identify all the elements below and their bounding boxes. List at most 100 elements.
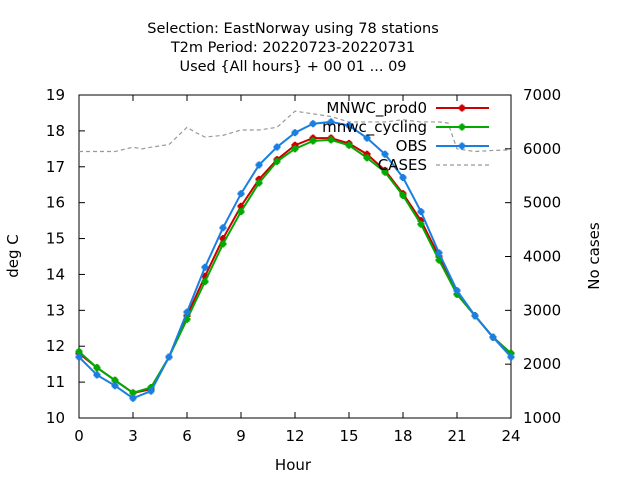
y-tick-label: 15 <box>46 230 65 248</box>
data-point <box>202 279 208 285</box>
y2-tick-label: 7000 <box>523 86 561 104</box>
data-point <box>418 221 424 227</box>
data-point <box>238 209 244 215</box>
data-point <box>202 264 208 270</box>
data-point <box>130 390 136 396</box>
data-point <box>148 384 154 390</box>
y-tick-label: 12 <box>46 337 65 355</box>
legend-marker <box>459 143 465 149</box>
data-point <box>130 395 136 401</box>
y-axis-label: deg C <box>4 234 22 278</box>
y2-tick-label: 4000 <box>523 248 561 266</box>
y-tick-label: 17 <box>46 158 65 176</box>
data-point <box>148 388 154 394</box>
x-tick-label: 3 <box>128 427 138 445</box>
data-point <box>274 144 280 150</box>
y2-tick-label: 6000 <box>523 140 561 158</box>
data-point <box>436 250 442 256</box>
y2-axis-label: No cases <box>585 222 603 290</box>
data-point <box>184 316 190 322</box>
data-point <box>76 354 82 360</box>
series-mnwc-cycling <box>75 136 515 397</box>
x-tick-label: 6 <box>182 427 192 445</box>
title-line: Selection: EastNorway using 78 stations <box>147 21 439 37</box>
data-point <box>346 142 352 148</box>
legend-label: MNWC_prod0 <box>326 99 427 118</box>
data-point <box>166 354 172 360</box>
data-point <box>202 273 208 279</box>
data-point <box>238 203 244 209</box>
y-tick-label: 11 <box>46 373 65 391</box>
y-tick-label: 18 <box>46 122 65 140</box>
series-mnwc-prod0 <box>75 134 515 397</box>
legend-marker <box>459 124 465 130</box>
x-tick-label: 24 <box>501 427 520 445</box>
data-point <box>400 192 406 198</box>
data-point <box>184 313 190 319</box>
data-point <box>220 241 226 247</box>
data-point <box>310 121 316 127</box>
y2-tick-label: 1000 <box>523 409 561 427</box>
x-tick-label: 18 <box>393 427 412 445</box>
y-tick-label: 13 <box>46 301 65 319</box>
data-series <box>75 118 515 402</box>
data-point <box>382 151 388 157</box>
data-point <box>112 383 118 389</box>
data-point <box>310 138 316 144</box>
data-point <box>400 175 406 181</box>
data-point <box>364 135 370 141</box>
data-point <box>94 365 100 371</box>
series-obs <box>75 118 515 402</box>
series-line-obs <box>78 120 512 400</box>
x-tick-label: 21 <box>447 427 466 445</box>
y-tick-label: 16 <box>46 194 65 212</box>
data-point <box>328 137 334 143</box>
data-point <box>490 334 496 340</box>
data-point <box>364 151 370 157</box>
y2-tick-label: 3000 <box>523 301 561 319</box>
data-point <box>274 158 280 164</box>
data-point <box>220 236 226 242</box>
x-tick-label: 0 <box>74 427 84 445</box>
x-tick-label: 15 <box>339 427 358 445</box>
legend-marker <box>459 105 465 111</box>
data-point <box>418 209 424 215</box>
data-point <box>346 123 352 129</box>
series-line-mnwc-prod0 <box>78 137 512 394</box>
data-point <box>454 291 460 297</box>
data-point <box>238 191 244 197</box>
data-point <box>454 288 460 294</box>
y2-tick-label: 5000 <box>523 194 561 212</box>
data-point <box>508 350 514 356</box>
data-point <box>364 155 370 161</box>
data-point <box>292 146 298 152</box>
x-tick-label: 12 <box>285 427 304 445</box>
legend-label: CASES <box>378 156 427 174</box>
title-line: T2m Period: 20220723-20220731 <box>170 40 415 56</box>
data-point <box>292 142 298 148</box>
data-point <box>76 349 82 355</box>
data-point <box>94 372 100 378</box>
data-point <box>508 354 514 360</box>
data-point <box>184 309 190 315</box>
x-tick-label: 9 <box>236 427 246 445</box>
chart-title: Selection: EastNorway using 78 stations T… <box>147 21 439 75</box>
legend-label: OBS <box>396 137 427 155</box>
data-point <box>328 119 334 125</box>
data-point <box>256 162 262 168</box>
data-point <box>472 313 478 319</box>
data-point <box>382 169 388 175</box>
data-point <box>256 180 262 186</box>
axis-ticks: 0 3 6 9 12 15 18 21 24 10 11 12 13 14 15 16 17 18 19 1000 20… <box>46 86 561 445</box>
y2-tick-label: 2000 <box>523 355 561 373</box>
data-point <box>418 218 424 224</box>
y-tick-label: 10 <box>46 409 65 427</box>
data-point <box>220 225 226 231</box>
y-tick-label: 19 <box>46 86 65 104</box>
data-point <box>292 130 298 136</box>
y-tick-label: 14 <box>46 265 65 283</box>
title-line: Used {All hours} + 00 01 ... 09 <box>179 59 406 75</box>
data-point <box>112 377 118 383</box>
